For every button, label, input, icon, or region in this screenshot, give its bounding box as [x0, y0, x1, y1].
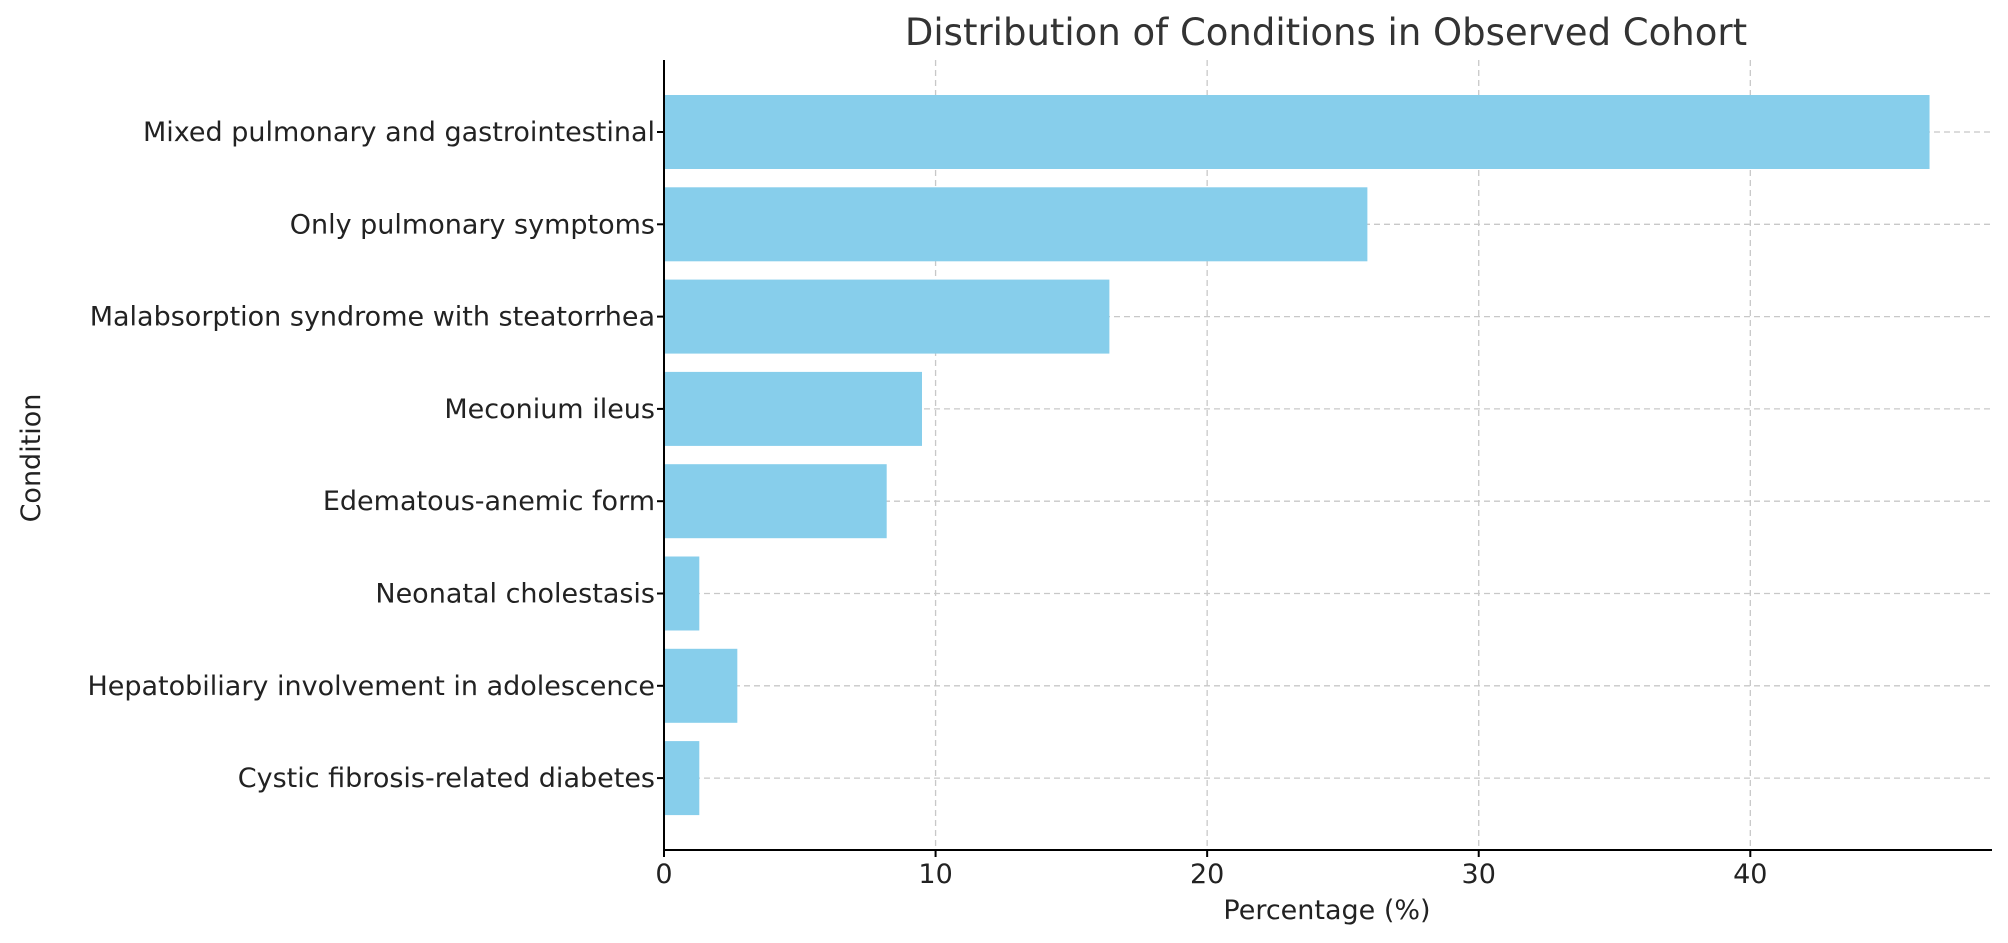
x-tick-label: 20: [1190, 859, 1224, 890]
bar: [664, 741, 700, 816]
bar: [664, 371, 922, 446]
y-tick-label: Edematous-anemic form: [323, 486, 655, 517]
y-tick-label: Hepatobiliary involvement in adolescence: [87, 671, 655, 702]
bar: [664, 95, 1930, 169]
bar: [664, 187, 1368, 262]
y-tick-label: Mixed pulmonary and gastrointestinal: [143, 117, 655, 148]
bar: [664, 279, 1110, 354]
chart-title: Distribution of Conditions in Observed C…: [905, 11, 1747, 54]
bar: [664, 648, 738, 723]
x-tick-label: 10: [918, 859, 952, 890]
axes: [657, 60, 1992, 857]
bar: [664, 464, 887, 539]
grid-lines: [664, 60, 1992, 850]
x-tick-label: 0: [655, 859, 672, 890]
x-tick-labels: 0 10 20 30 40: [655, 859, 1767, 890]
x-tick-label: 30: [1462, 859, 1496, 890]
y-tick-label: Malabsorption syndrome with steatorrhea: [90, 302, 655, 333]
x-axis-label: Percentage (%): [1223, 895, 1430, 926]
y-tick-labels: Mixed pulmonary and gastrointestinal Only…: [87, 117, 655, 794]
y-tick-label: Cystic fibrosis-related diabetes: [238, 763, 655, 794]
y-tick-label: Neonatal cholestasis: [375, 579, 655, 610]
bar: [664, 556, 700, 631]
y-tick-label: Only pulmonary symptoms: [290, 209, 655, 240]
y-axis-label: Condition: [16, 394, 47, 523]
x-tick-label: 40: [1733, 859, 1767, 890]
bars: [664, 95, 1930, 816]
y-tick-label: Meconium ileus: [444, 394, 655, 425]
